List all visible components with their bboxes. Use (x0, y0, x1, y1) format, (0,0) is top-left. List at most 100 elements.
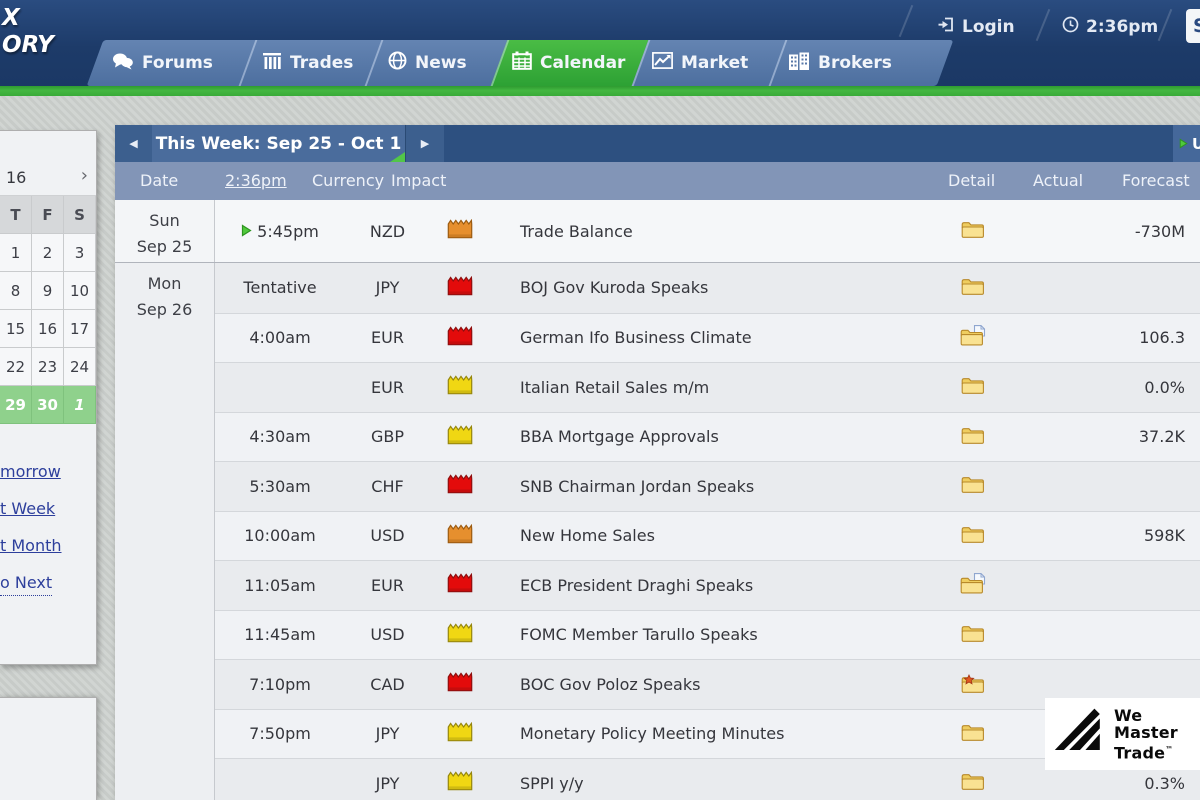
detail-cell[interactable] (943, 325, 1003, 350)
calendar-day[interactable]: 8 (0, 272, 32, 310)
search-box[interactable]: S (1186, 9, 1200, 43)
detail-cell[interactable] (943, 425, 1003, 449)
clock-icon (1062, 16, 1079, 38)
event-name[interactable]: BBA Mortgage Approvals (520, 427, 719, 447)
day-name: Mon (147, 274, 182, 293)
tab-forums[interactable]: Forums (112, 40, 213, 86)
event-name[interactable]: ECB President Draghi Speaks (520, 575, 754, 595)
calendar-day-selected[interactable]: 1 (64, 386, 96, 424)
calendar-day[interactable]: 15 (0, 310, 32, 348)
detail-cell[interactable] (943, 623, 1003, 647)
detail-cell[interactable] (943, 722, 1003, 746)
next-month-arrow[interactable]: › (80, 165, 88, 186)
column-date: Date (140, 171, 179, 190)
calendar-day-selected[interactable]: 30 (32, 386, 64, 424)
event-forecast: 37.2K (1138, 427, 1185, 447)
impact-cell (430, 721, 490, 746)
event-time-label: 5:30am (249, 476, 311, 496)
event-forecast: -730M (1134, 221, 1185, 241)
tab-brokers[interactable]: Brokers (788, 40, 892, 86)
event-name[interactable]: New Home Sales (520, 526, 655, 546)
event-currency: GBP (370, 427, 405, 447)
event-currency: EUR (371, 328, 404, 348)
impact-yellow-icon (447, 721, 473, 746)
clock-display: 2:36pm (1062, 16, 1158, 38)
detail-cell[interactable] (943, 771, 1003, 795)
site-logo[interactable]: X ORY (2, 5, 54, 59)
calendar-day[interactable]: 2 (32, 234, 64, 272)
quick-link[interactable]: t Month (0, 536, 62, 555)
weekday-header: S (64, 196, 96, 234)
date-cell: Sun Sep 25 (115, 200, 215, 262)
tab-labels: Forums Trades News Calendar Market Brokers (95, 40, 945, 86)
event-name[interactable]: Trade Balance (520, 221, 633, 241)
event-currency: USD (370, 625, 405, 645)
watermark: We Master Trade™ (1045, 698, 1200, 770)
event-name[interactable]: SPPI y/y (520, 773, 584, 793)
prev-week-button[interactable]: ◀ (115, 125, 152, 162)
event-name[interactable]: Italian Retail Sales m/m (520, 377, 710, 397)
folder-icon (961, 219, 985, 243)
impact-red-icon (447, 572, 473, 597)
green-accent-strip (0, 86, 1200, 96)
tab-market[interactable]: Market (652, 40, 748, 86)
folder-icon (961, 276, 985, 300)
event-time: 5:45pm (215, 222, 345, 241)
tab-trades[interactable]: Trades (262, 40, 353, 86)
login-button[interactable]: Login (938, 16, 1015, 38)
column-impact: Impact (391, 171, 447, 190)
detail-cell[interactable] (943, 375, 1003, 399)
tab-calendar[interactable]: Calendar (512, 40, 625, 86)
up-next-button[interactable]: U (1173, 125, 1200, 162)
login-icon (938, 16, 955, 38)
detail-cell[interactable] (943, 524, 1003, 548)
event-time-label: 4:00am (249, 328, 311, 348)
calendar-day[interactable]: 24 (64, 348, 96, 386)
event-name[interactable]: German Ifo Business Climate (520, 328, 752, 348)
up-next-fragment: U (1192, 134, 1200, 153)
event-name[interactable]: BOJ Gov Kuroda Speaks (520, 278, 709, 298)
column-actual: Actual (1033, 171, 1084, 190)
calendar-day[interactable]: 9 (32, 272, 64, 310)
column-time-link[interactable]: 2:36pm (225, 171, 287, 190)
event-name[interactable]: BOC Gov Poloz Speaks (520, 674, 701, 694)
week-title[interactable]: This Week: Sep 25 - Oct 1 (152, 125, 405, 162)
calendar-day[interactable]: 1 (0, 234, 32, 272)
calendar-day-selected[interactable]: 29 (0, 386, 32, 424)
next-week-button[interactable]: ▶ (405, 125, 444, 162)
impact-cell (430, 523, 490, 548)
quick-link[interactable]: morrow (0, 462, 61, 481)
detail-cell[interactable] (943, 276, 1003, 300)
detail-cell[interactable] (943, 572, 1003, 598)
event-time: 7:10pm (215, 675, 345, 694)
calendar-day[interactable]: 22 (0, 348, 32, 386)
day-date: Sep 25 (136, 237, 193, 256)
detail-cell[interactable] (943, 219, 1003, 243)
mini-calendar-month-nav: 16 › (0, 161, 96, 196)
quick-link[interactable]: t Week (0, 499, 56, 518)
calendar-day[interactable]: 3 (64, 234, 96, 272)
event-time-label: 11:45am (244, 625, 316, 645)
tab-news[interactable]: News (388, 40, 467, 86)
detail-cell[interactable] (943, 474, 1003, 498)
calendar-day[interactable]: 10 (64, 272, 96, 310)
event-name[interactable]: Monetary Policy Meeting Minutes (520, 724, 785, 744)
calendar-day[interactable]: 17 (64, 310, 96, 348)
clock-time: 2:36pm (1086, 17, 1159, 37)
event-name[interactable]: FOMC Member Tarullo Speaks (520, 625, 758, 645)
detail-cell[interactable] (943, 671, 1003, 698)
calendar-day[interactable]: 16 (32, 310, 64, 348)
event-time: 4:00am (215, 328, 345, 347)
jump-to-next-link[interactable]: o Next (0, 571, 53, 596)
weekday-header: T (0, 196, 32, 234)
event-name[interactable]: SNB Chairman Jordan Speaks (520, 476, 755, 496)
tab-label: Forums (142, 53, 213, 73)
watermark-line: We (1114, 705, 1143, 725)
event-currency: EUR (371, 377, 404, 397)
impact-cell (430, 374, 490, 399)
calendar-day[interactable]: 23 (32, 348, 64, 386)
impact-red-icon (447, 275, 473, 300)
event-row: 10:00am USD New Home Sales 598K (215, 510, 1200, 560)
impact-cell (430, 622, 490, 647)
column-header-row: Date 2:36pm Currency Impact Detail Actua… (115, 162, 1200, 200)
